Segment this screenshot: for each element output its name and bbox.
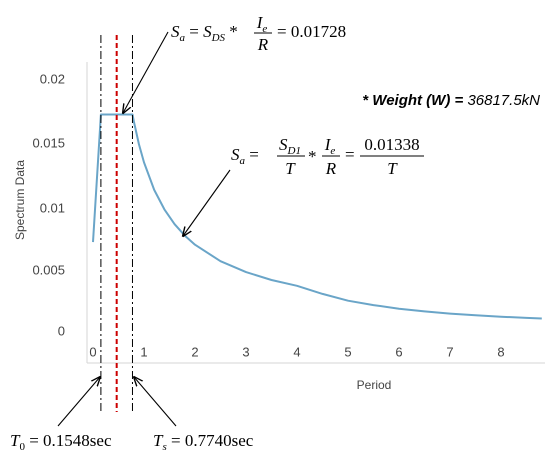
spectrum-line — [92, 113, 542, 320]
svg-text:Sa = SDS *: Sa = SDS * — [171, 22, 238, 44]
y-tick-label: 0.01 — [40, 200, 65, 215]
reference-lines — [100, 35, 133, 412]
plateau-value: 0.01728 — [291, 22, 346, 41]
y-tick-label: 0 — [58, 323, 65, 338]
x-tick-label: 2 — [191, 344, 198, 359]
x-tick-label: 5 — [344, 344, 351, 359]
svg-text:T: T — [285, 159, 296, 178]
x-tick-label: 6 — [395, 344, 402, 359]
svg-text:Sa =: Sa = — [231, 145, 259, 167]
weight-annotation: * Weight (W) = 36817.5kN — [362, 92, 540, 109]
y-tick-label: 0.005 — [32, 262, 65, 277]
svg-text:T: T — [387, 159, 398, 178]
series-layer — [92, 113, 542, 320]
y-axis-title: Spectrum Data — [13, 160, 27, 240]
descending-formula: Sa = SD1 T * Ie R = 0.01338 T — [231, 135, 424, 178]
x-tick-label: 8 — [497, 344, 504, 359]
svg-text:Ie: Ie — [324, 135, 336, 157]
x-tick-label: 1 — [140, 344, 147, 359]
svg-text:*: * — [308, 147, 317, 166]
x-tick-label: 3 — [242, 344, 249, 359]
x-tick-label: 4 — [293, 344, 300, 359]
svg-text:SD1: SD1 — [279, 135, 301, 157]
x-tick-label: 0 — [89, 344, 96, 359]
ts-label: Ts = 0.7740sec — [153, 431, 254, 453]
svg-text:Ie: Ie — [256, 13, 268, 35]
x-axis-title: Period — [357, 378, 392, 392]
descending-numerator: 0.01338 — [364, 135, 419, 154]
t0-arrow — [57, 377, 100, 427]
descending-arrow — [183, 169, 231, 236]
plateau-arrow — [123, 31, 169, 113]
y-tick-label: 0.015 — [32, 135, 65, 150]
x-tick-label: 7 — [446, 344, 453, 359]
svg-text:=: = — [345, 145, 355, 164]
plateau-formula: Sa = SDS * Ie R = 0.01728 — [171, 13, 346, 54]
svg-text:= 0.01728: = 0.01728 — [277, 22, 346, 41]
t0-label: T0 = 0.1548sec — [10, 431, 112, 453]
svg-text:R: R — [257, 35, 269, 54]
y-tick-label: 0.02 — [40, 71, 65, 86]
ts-arrow — [134, 377, 177, 427]
svg-text:R: R — [325, 159, 337, 178]
